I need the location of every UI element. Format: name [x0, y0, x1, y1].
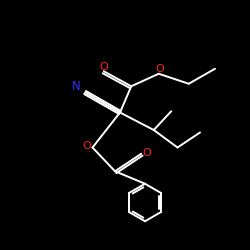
Text: O: O	[156, 64, 164, 74]
Text: N: N	[72, 80, 80, 93]
Text: O: O	[142, 148, 151, 158]
Text: O: O	[82, 141, 92, 151]
Text: O: O	[100, 62, 108, 72]
